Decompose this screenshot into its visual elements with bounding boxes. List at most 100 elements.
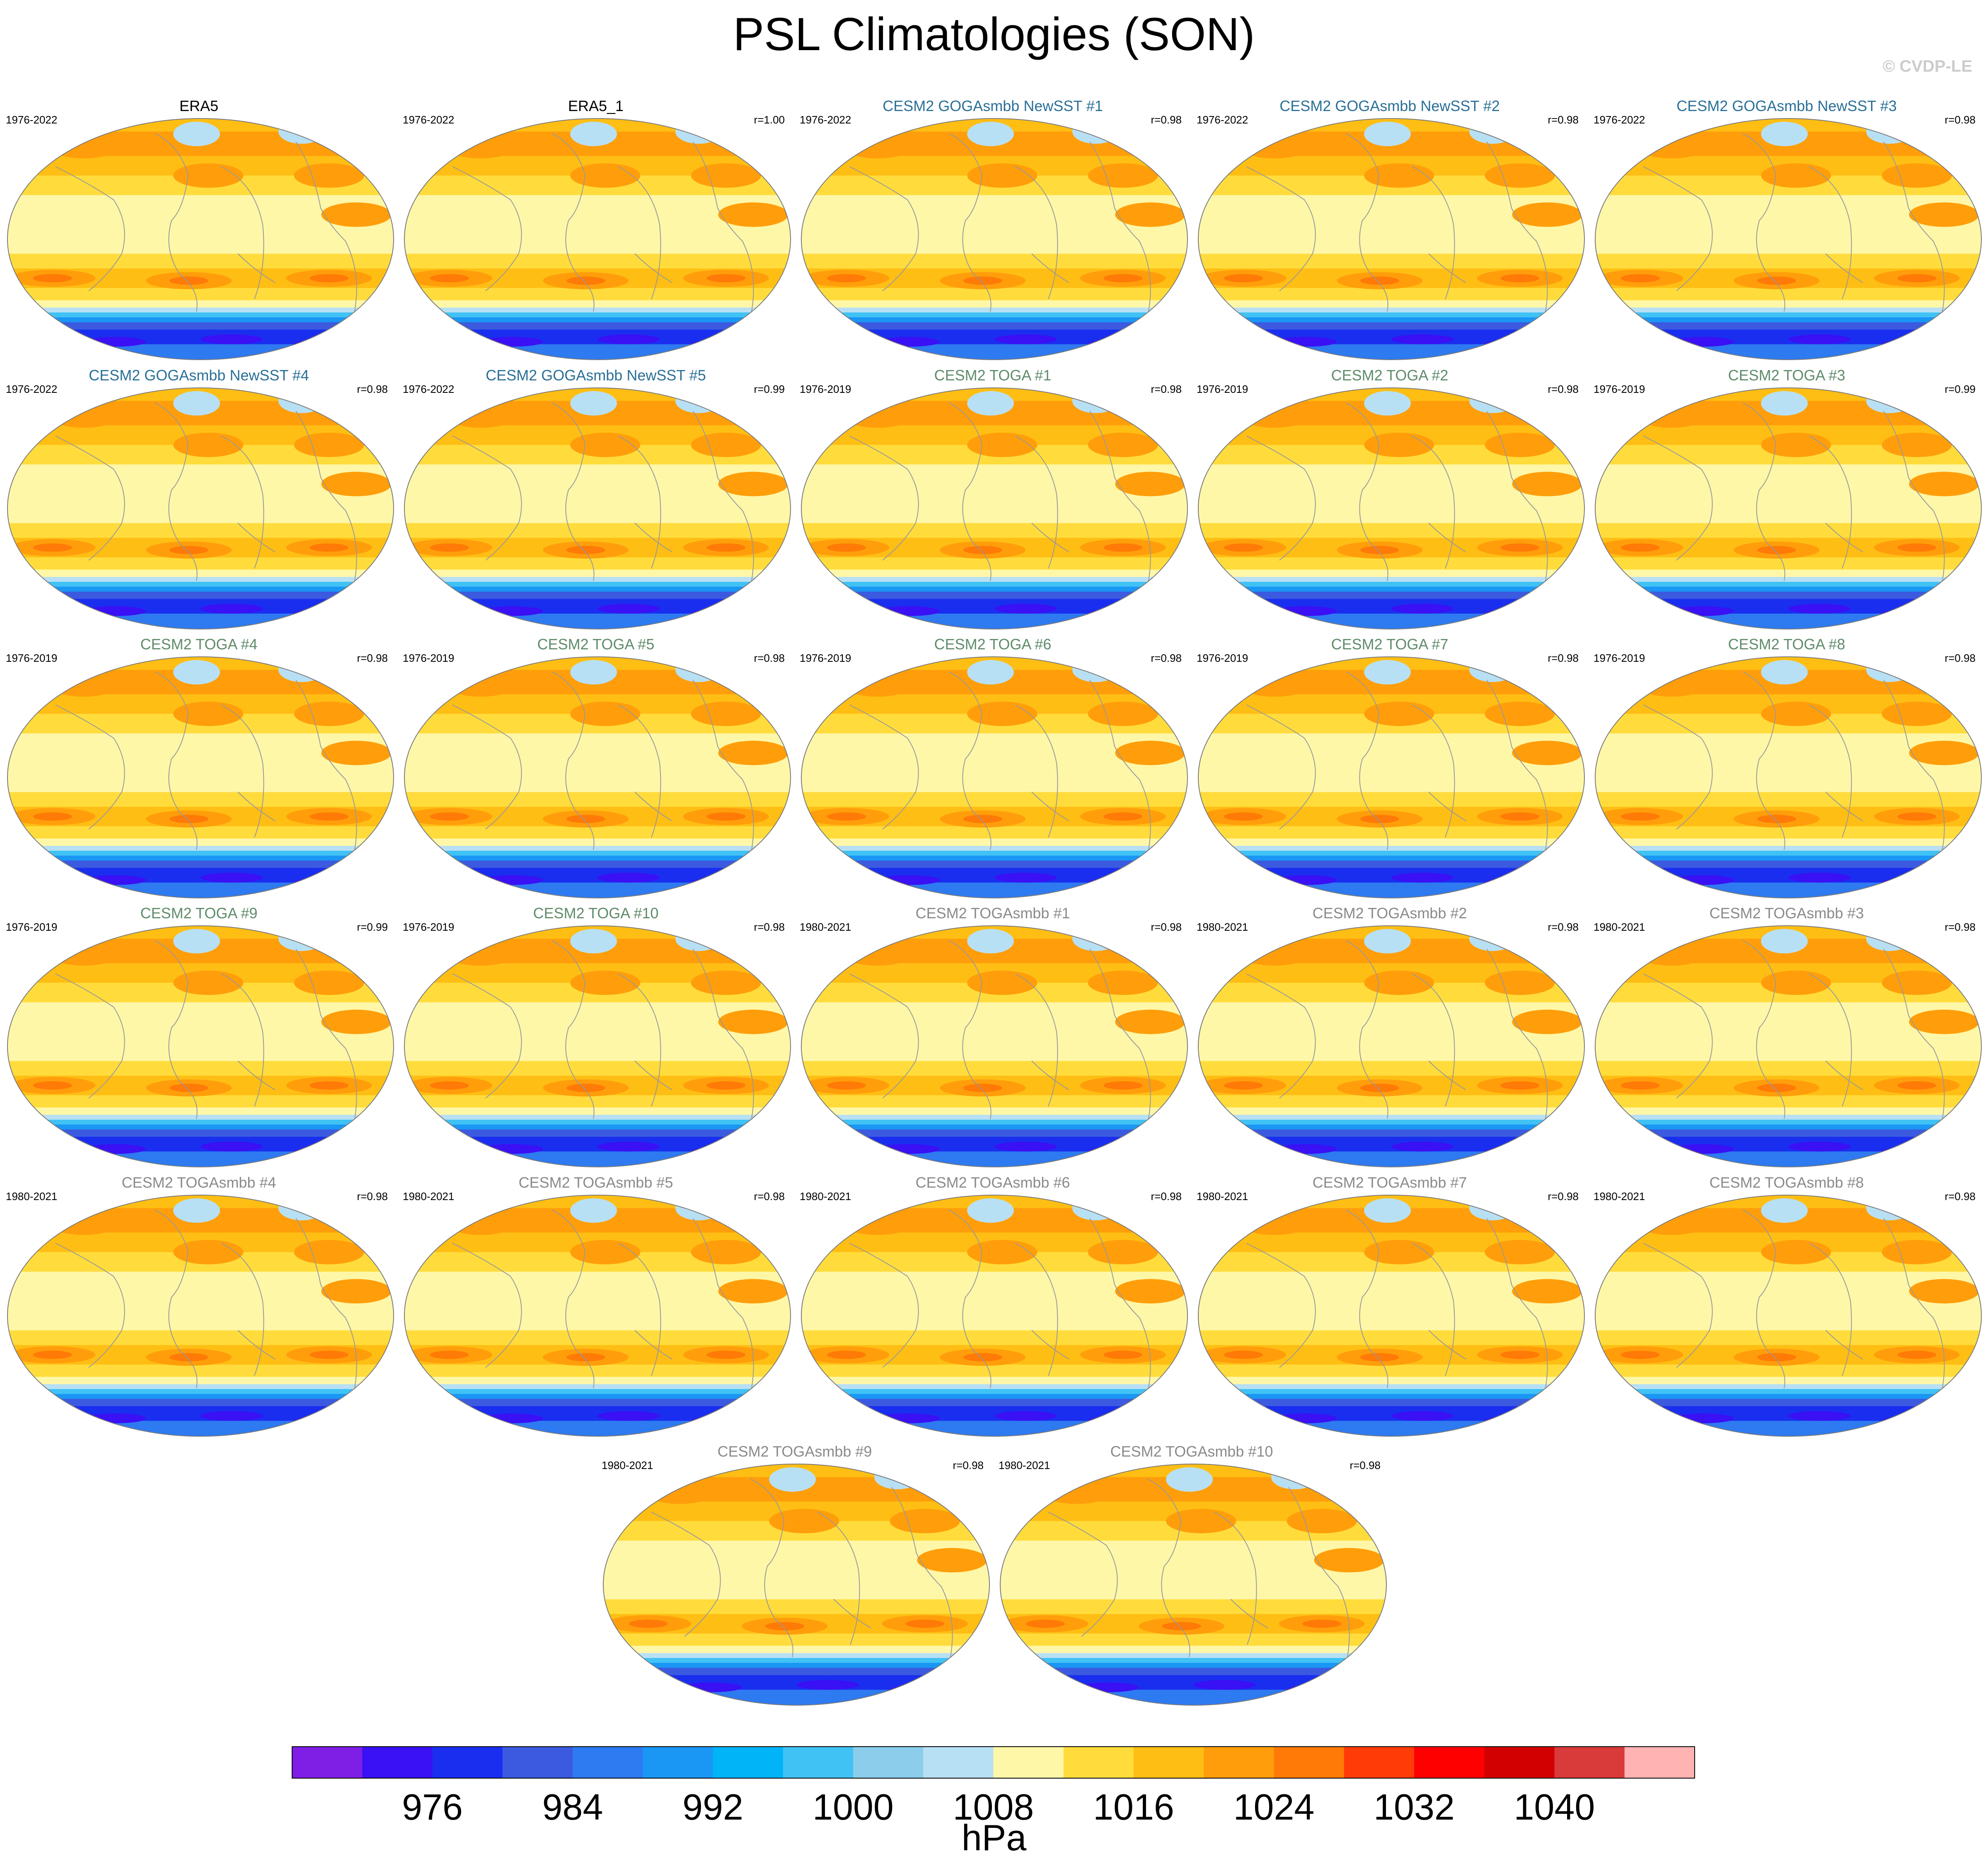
high-pressure-core (310, 1350, 349, 1359)
psl-band (404, 1406, 791, 1421)
coastline (1345, 402, 1388, 581)
panel-title: CESM2 TOGA #2 (1331, 367, 1449, 384)
coastline (1089, 141, 1151, 316)
psl-band (1198, 1406, 1584, 1421)
psl-band (1198, 582, 1584, 587)
high-pressure-core (1757, 546, 1796, 554)
coastline (1031, 1060, 1069, 1090)
psl-band (1595, 499, 1981, 524)
psl-band (404, 254, 791, 269)
coastline (1015, 1243, 1058, 1376)
low-pressure-core (1671, 1144, 1734, 1154)
psl-band (1198, 1421, 1584, 1436)
psl-band (1198, 344, 1584, 360)
low-pressure-core (878, 606, 940, 616)
psl-band (801, 582, 1187, 587)
coastline (221, 704, 264, 838)
panel-title: ERA5 (179, 97, 219, 114)
high-pressure-cell (1512, 472, 1582, 496)
map-panel: CESM2 TOGA #3 1976-2019 r=0.99 (1588, 365, 1986, 631)
map-panel: CESM2 TOGA #4 1976-2019 r=0.98 (0, 634, 398, 900)
high-pressure-cell (294, 702, 364, 726)
low-pressure-cell (1866, 926, 1913, 951)
psl-band (7, 1120, 394, 1125)
psl-band (801, 1406, 1187, 1421)
psl-band (603, 1653, 989, 1658)
psl-band (7, 288, 394, 301)
psl-band (1595, 1137, 1981, 1152)
panel-title: CESM2 TOGA #10 (533, 905, 659, 922)
low-pressure-cell (570, 1198, 617, 1223)
panel-years: 1976-2022 (403, 114, 455, 126)
psl-band (1000, 1668, 1386, 1676)
high-pressure-cell (842, 941, 913, 966)
coastline (1089, 680, 1151, 854)
low-pressure-core (1788, 1142, 1851, 1152)
psl-band (404, 591, 791, 600)
psl-band (7, 613, 394, 629)
psl-band (404, 586, 791, 592)
psl-band (1595, 851, 1981, 856)
psl-band (801, 1151, 1187, 1167)
psl-band (801, 1421, 1187, 1436)
low-pressure-core (481, 875, 543, 885)
panel-correlation: r=0.98 (754, 921, 785, 933)
coastline (1031, 523, 1069, 552)
psl-band (1595, 1120, 1981, 1125)
high-pressure-cell (1512, 202, 1582, 227)
psl-band (801, 499, 1187, 524)
panel-title: CESM2 TOGA #9 (140, 905, 258, 922)
psl-band (1198, 846, 1584, 851)
psl-band (1198, 1365, 1584, 1377)
map-border (7, 118, 394, 360)
psl-band (7, 329, 394, 345)
high-pressure-core (1757, 276, 1796, 285)
low-pressure-cell (1469, 657, 1516, 682)
coastline (1486, 1218, 1548, 1393)
coastline (1742, 671, 1785, 850)
high-pressure-core (963, 1084, 1002, 1092)
psl-band (1595, 1036, 1981, 1062)
map-border (801, 925, 1188, 1167)
low-pressure-cell (1072, 119, 1119, 144)
high-pressure-cell (1909, 202, 1979, 227)
psl-band (1198, 826, 1584, 839)
psl-band (7, 767, 394, 793)
psl-band (404, 523, 791, 538)
coastline (1825, 253, 1863, 283)
low-pressure-cell (874, 1464, 921, 1489)
coastline (237, 253, 276, 283)
panel-title: CESM2 TOGA #3 (1728, 367, 1845, 384)
psl-band (1198, 1095, 1584, 1108)
high-pressure-cell (570, 163, 641, 188)
high-pressure-core (905, 1619, 945, 1628)
high-pressure-cell (1636, 134, 1707, 159)
map-panel: CESM2 TOGAsmbb #3 1980-2021 r=0.98 (1588, 903, 1986, 1169)
psl-band (1595, 312, 1981, 318)
psl-band (801, 1365, 1187, 1377)
psl-band (801, 851, 1187, 856)
low-pressure-cell (173, 1198, 220, 1223)
high-pressure-cell (967, 433, 1038, 457)
psl-band (7, 846, 394, 851)
high-pressure-cell (1287, 1509, 1357, 1534)
coastline (618, 166, 661, 300)
coastline (1015, 166, 1058, 300)
map-border (7, 1195, 394, 1437)
high-pressure-cell (842, 672, 913, 697)
low-pressure-core (994, 1142, 1057, 1152)
map-border (801, 387, 1188, 629)
low-pressure-cell (1761, 929, 1808, 954)
psl-band (7, 1399, 394, 1407)
panel-correlation: r=0.98 (357, 383, 388, 395)
psl-band (404, 582, 791, 587)
psl-band (801, 288, 1187, 301)
psl-band (404, 577, 791, 582)
high-pressure-cell (294, 163, 364, 188)
map-panel: ERA5 1976-2022 (0, 96, 398, 361)
high-pressure-cell (1636, 403, 1707, 428)
psl-band (1198, 1129, 1584, 1138)
map-panel: CESM2 TOGA #7 1976-2019 r=0.98 (1191, 634, 1589, 900)
high-pressure-cell (842, 403, 913, 428)
low-pressure-cell (967, 929, 1014, 954)
